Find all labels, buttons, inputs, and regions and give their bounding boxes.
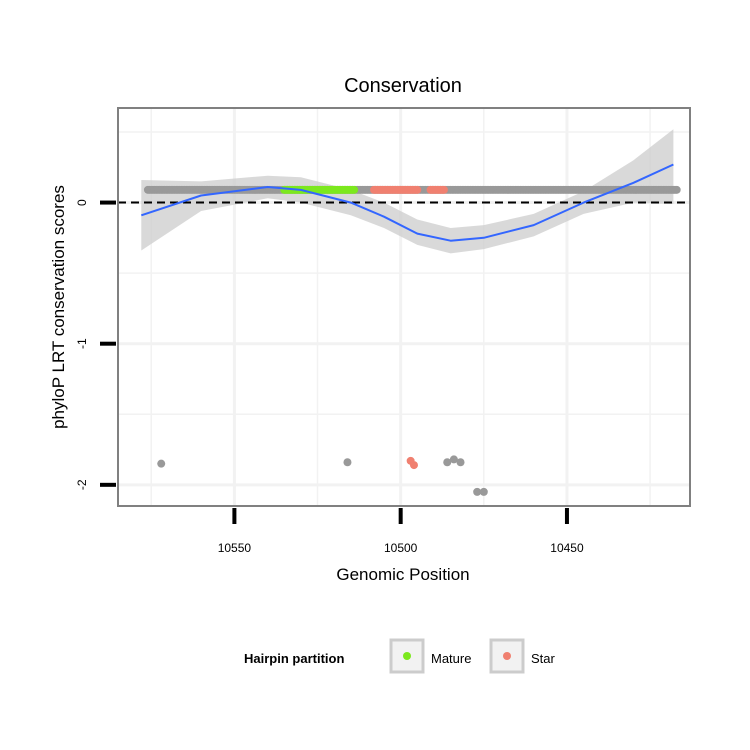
- data-point-outlier: [479, 487, 488, 496]
- data-point-star: [413, 185, 422, 194]
- y-tick-label: 0: [75, 199, 89, 206]
- data-point-other: [672, 185, 681, 194]
- series-star: [426, 185, 448, 194]
- legend-swatch-mature: [403, 652, 411, 660]
- legend: Hairpin partition Mature Star: [244, 638, 556, 674]
- plot-panel: [118, 108, 690, 506]
- x-tick-label: 10500: [384, 541, 418, 555]
- y-tick-label: -2: [75, 479, 89, 490]
- x-tick-label: 10550: [218, 541, 252, 555]
- data-point-outlier: [456, 458, 465, 467]
- legend-label-mature: Mature: [431, 651, 471, 666]
- data-point-outlier: [473, 487, 482, 496]
- data-point-outlier: [343, 458, 352, 467]
- data-point-outlier: [449, 455, 458, 464]
- legend-label-star: Star: [531, 651, 556, 666]
- legend-item-star: Star: [489, 638, 556, 674]
- y-axis: 0 -1 -2: [75, 199, 116, 490]
- y-axis-title: phyloP LRT conservation scores: [49, 185, 68, 429]
- data-point-mature: [350, 185, 359, 194]
- legend-item-mature: Mature: [389, 638, 471, 674]
- smooth-fit-line: [140, 163, 674, 242]
- data-point-outlier: [443, 458, 452, 467]
- data-point-outlier: [409, 461, 418, 470]
- data-point-outlier: [157, 459, 166, 468]
- legend-swatch-star: [503, 652, 511, 660]
- series-star: [370, 185, 422, 194]
- smooth-line: [140, 163, 674, 242]
- chart-title: Conservation: [344, 75, 462, 97]
- x-axis-title: Genomic Position: [336, 565, 469, 584]
- x-tick-label: 10450: [550, 541, 584, 555]
- plot-border: [117, 107, 691, 507]
- legend-title: Hairpin partition: [244, 651, 344, 666]
- x-axis: 10550 10500 10450: [218, 508, 584, 555]
- data-point-star: [439, 185, 448, 194]
- y-tick-label: -1: [75, 338, 89, 349]
